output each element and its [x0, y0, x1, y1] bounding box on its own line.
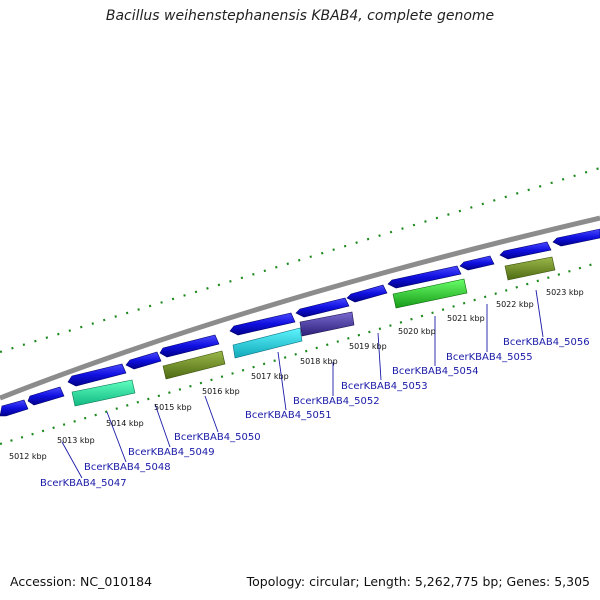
gene-label: BcerKBAB4_5048 — [84, 462, 171, 473]
kbp-scale-labels: 5012 kbp 5013 kbp 5014 kbp 5015 kbp 5016… — [9, 288, 584, 461]
cds-arrow-blue — [125, 351, 162, 370]
kbp-label: 5016 kbp — [202, 387, 240, 396]
kbp-label: 5022 kbp — [496, 300, 534, 309]
kbp-label: 5019 kbp — [349, 342, 387, 351]
kbp-label: 5018 kbp — [300, 357, 338, 366]
genome-title: Bacillus weihenstephanensis KBAB4, compl… — [105, 8, 495, 24]
kbp-label: 5021 kbp — [447, 314, 485, 323]
gene-labels: BcerKBAB4_5047 BcerKBAB4_5048 BcerKBAB4_… — [40, 337, 590, 489]
kbp-label: 5012 kbp — [9, 452, 47, 461]
kbp-label: 5023 kbp — [546, 288, 584, 297]
cds-arrow-blue — [552, 228, 600, 247]
kbp-label: 5020 kbp — [398, 327, 436, 336]
cds-arrow-blue — [346, 284, 388, 303]
gene-label: BcerKBAB4_5051 — [245, 410, 332, 421]
accession-text: Accession: NC_010184 — [10, 574, 153, 589]
gene-label: BcerKBAB4_5056 — [503, 337, 590, 348]
cds-arrow-blue — [459, 255, 495, 271]
cds-arrow-blue — [27, 386, 65, 406]
feature-green — [392, 278, 468, 309]
cds-arrow-blue — [67, 363, 127, 387]
genome-backbone — [0, 215, 600, 401]
kbp-label: 5013 kbp — [57, 436, 95, 445]
forward-cds-features — [0, 228, 600, 417]
gene-label: BcerKBAB4_5047 — [40, 478, 127, 489]
kbp-label: 5017 kbp — [251, 372, 289, 381]
cds-arrow-blue — [295, 297, 350, 318]
cds-arrow-blue — [229, 312, 296, 336]
gene-label: BcerKBAB4_5052 — [293, 396, 380, 407]
gene-label: BcerKBAB4_5055 — [446, 352, 533, 363]
gene-label: BcerKBAB4_5053 — [341, 381, 428, 392]
reverse-strand-features — [71, 256, 556, 407]
outer-tick-row — [0, 166, 600, 354]
feature-mint — [71, 379, 136, 407]
kbp-label: 5014 kbp — [106, 419, 144, 428]
feature-olive — [162, 350, 226, 380]
cds-arrow-blue — [387, 265, 462, 289]
cds-arrow-blue — [159, 334, 220, 358]
feature-purple — [299, 311, 355, 337]
genome-summary-text: Topology: circular; Length: 5,262,775 bp… — [246, 574, 590, 589]
cds-arrow-blue — [499, 241, 552, 260]
kbp-label: 5015 kbp — [154, 403, 192, 412]
gene-label: BcerKBAB4_5050 — [174, 432, 261, 443]
cds-arrow-blue — [0, 399, 29, 417]
gene-label: BcerKBAB4_5049 — [128, 447, 215, 458]
feature-cyan — [232, 327, 303, 359]
gene-label: BcerKBAB4_5054 — [392, 366, 479, 377]
label-leader-lines — [61, 289, 544, 479]
feature-olive — [504, 256, 556, 281]
